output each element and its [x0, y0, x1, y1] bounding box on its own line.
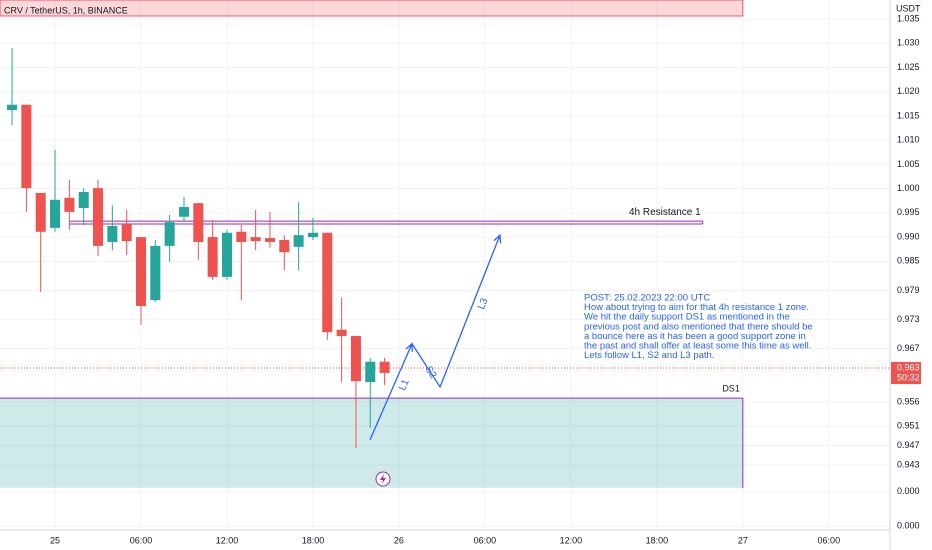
- candle-body: [121, 224, 132, 241]
- x-tick-label: 06:00: [818, 535, 841, 545]
- note-line: POST: 25.02.2023 22:00 UTC: [584, 293, 710, 304]
- y-tick-label: 0.947: [897, 440, 920, 450]
- candle-body: [293, 235, 304, 247]
- candle-body: [250, 237, 261, 241]
- x-tick-label: 26: [394, 535, 404, 545]
- candle-body: [264, 238, 275, 242]
- candle-body: [307, 232, 318, 238]
- x-tick-label: 06:00: [130, 535, 153, 545]
- candle-body: [193, 203, 204, 242]
- note-line: the past and shall offer at least some t…: [584, 341, 811, 352]
- candle-body: [21, 104, 32, 189]
- trade-path: [369, 234, 501, 441]
- y-tick-label: 1.000: [897, 183, 920, 193]
- candle-body: [178, 207, 190, 217]
- path-label: L1: [397, 377, 412, 392]
- resistance-label: 4h Resistance 1: [629, 207, 701, 218]
- zones: [0, 0, 890, 488]
- candle-body: [236, 231, 247, 242]
- candle-body: [64, 197, 75, 212]
- y-tick-label: 1.030: [897, 38, 920, 48]
- annotations: [369, 233, 502, 441]
- x-tick-label: 06:00: [474, 535, 497, 545]
- x-tick-label: 25: [50, 535, 60, 545]
- y-tick-label: 1.005: [897, 159, 920, 169]
- candle-body: [365, 361, 376, 383]
- candle-body: [336, 329, 347, 337]
- candle-body: [135, 237, 147, 306]
- candle-body: [107, 225, 118, 242]
- candle-body: [92, 188, 104, 246]
- y-tick-label: 0.979: [897, 285, 920, 295]
- candle-body: [50, 199, 61, 228]
- y-unit: USDT: [896, 3, 921, 13]
- note-line: How about trying to aim for that 4h resi…: [584, 302, 809, 313]
- y-tick-label: 1.015: [897, 110, 920, 120]
- x-tick-label: 12:00: [216, 535, 239, 545]
- note-line: previous post and also mentioned that th…: [584, 321, 813, 332]
- y-tick-label: 0.943: [897, 459, 920, 469]
- y-tick-label: 1.010: [897, 135, 920, 145]
- x-tick-label: 18:00: [646, 535, 669, 545]
- support-zone: [0, 398, 743, 488]
- y-tick-label: 0.951: [897, 421, 920, 431]
- price-tag: [891, 362, 921, 385]
- y-tick-label: 0.000: [897, 520, 920, 530]
- y-tick-label: 0.973: [897, 314, 920, 324]
- candle-body: [221, 232, 232, 277]
- y-tick-label: 1.025: [897, 62, 920, 72]
- price-tag-countdown: 50:32: [897, 372, 920, 382]
- candles: [7, 48, 390, 449]
- candle-body: [379, 361, 390, 373]
- y-tick-label: 0.985: [897, 256, 920, 266]
- x-tick-label: 12:00: [560, 535, 583, 545]
- candle-body: [7, 104, 18, 111]
- candle-body: [35, 192, 46, 232]
- candle-body: [322, 232, 333, 333]
- candle-body: [164, 222, 175, 246]
- y-tick-label: 0.000: [897, 486, 920, 496]
- y-tick-label: 0.995: [897, 207, 920, 217]
- y-tick-label: 1.020: [897, 86, 920, 96]
- y-tick-label: 0.956: [897, 396, 920, 406]
- note-line: We hit the daily support DS1 as mentione…: [584, 312, 790, 323]
- price-tag-value: 0.963: [897, 362, 920, 372]
- note-line: Lets follow L1, S2 and L3 path.: [584, 350, 714, 361]
- x-tick-label: 18:00: [302, 535, 325, 545]
- path-label: L3: [476, 296, 490, 311]
- chart-title: CRV / TetherUS, 1h, BINANCE: [4, 5, 128, 15]
- note-line: a bounce here as it has been a good supp…: [584, 331, 806, 342]
- y-tick-label: 1.035: [897, 13, 920, 23]
- x-tick-label: 27: [738, 535, 748, 545]
- arrow-head: [405, 342, 413, 352]
- candle-body: [350, 336, 361, 382]
- arrow-head: [493, 233, 502, 244]
- y-tick-label: 0.990: [897, 231, 920, 241]
- resistance-zone: [0, 0, 744, 17]
- lightning: [380, 474, 386, 484]
- y-tick-label: 0.967: [897, 343, 920, 353]
- candle-body: [207, 237, 218, 277]
- candle-body: [279, 240, 290, 253]
- candle-body: [150, 245, 161, 301]
- candle-body: [78, 192, 89, 209]
- support-label: DS1: [722, 383, 740, 393]
